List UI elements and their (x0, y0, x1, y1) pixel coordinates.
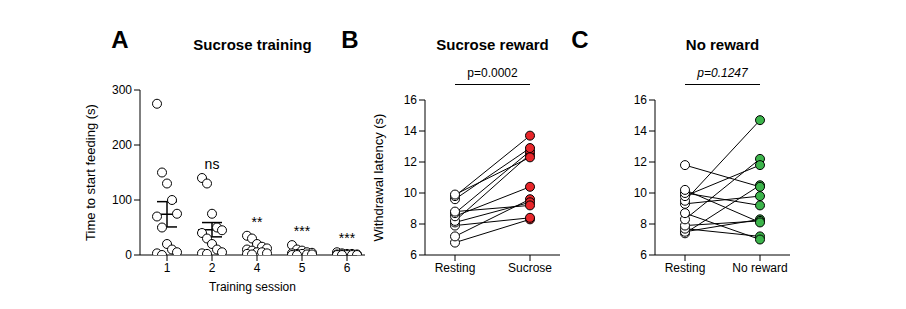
svg-text:12: 12 (404, 155, 418, 169)
svg-text:16: 16 (634, 93, 648, 107)
svg-text:ns: ns (205, 156, 220, 172)
svg-text:***: *** (339, 230, 356, 246)
svg-text:300: 300 (112, 83, 132, 97)
html-text:B: B (341, 26, 359, 53)
svg-text:2: 2 (209, 261, 216, 275)
html-text:Sucrose reward: Sucrose reward (436, 36, 549, 53)
svg-text:Training session: Training session (209, 280, 296, 294)
svg-text:**: ** (252, 214, 263, 230)
svg-text:5: 5 (299, 261, 306, 275)
svg-text:8: 8 (640, 217, 647, 231)
html-text:Sucrose training: Sucrose training (193, 36, 312, 53)
html-text:A: A (111, 26, 129, 53)
html-text:p=0.1247: p=0.1247 (697, 66, 748, 80)
svg-text:6: 6 (640, 248, 647, 262)
svg-text:14: 14 (404, 124, 418, 138)
svg-text:1: 1 (164, 261, 171, 275)
html-text:p=0.0002: p=0.0002 (467, 66, 518, 80)
svg-text:Resting: Resting (665, 261, 706, 275)
svg-text:10: 10 (404, 186, 418, 200)
html-text:No reward: No reward (685, 36, 760, 53)
svg-text:10: 10 (634, 186, 648, 200)
svg-text:200: 200 (112, 138, 132, 152)
svg-text:8: 8 (410, 217, 417, 231)
svg-text:No reward: No reward (732, 261, 787, 275)
svg-text:14: 14 (634, 124, 648, 138)
svg-text:6: 6 (344, 261, 351, 275)
svg-text:12: 12 (634, 155, 648, 169)
svg-text:Sucrose: Sucrose (508, 261, 552, 275)
svg-text:100: 100 (112, 193, 132, 207)
svg-text:16: 16 (404, 93, 418, 107)
svg-text:***: *** (294, 223, 311, 239)
html-text:C: C (571, 26, 589, 53)
svg-text:6: 6 (410, 248, 417, 262)
svg-text:Time to start feeding (s): Time to start feeding (s) (83, 104, 98, 241)
svg-text:4: 4 (254, 261, 261, 275)
svg-text:Resting: Resting (435, 261, 476, 275)
svg-text:Withdrawal latency (s): Withdrawal latency (s) (371, 114, 386, 242)
svg-text:0: 0 (125, 248, 132, 262)
